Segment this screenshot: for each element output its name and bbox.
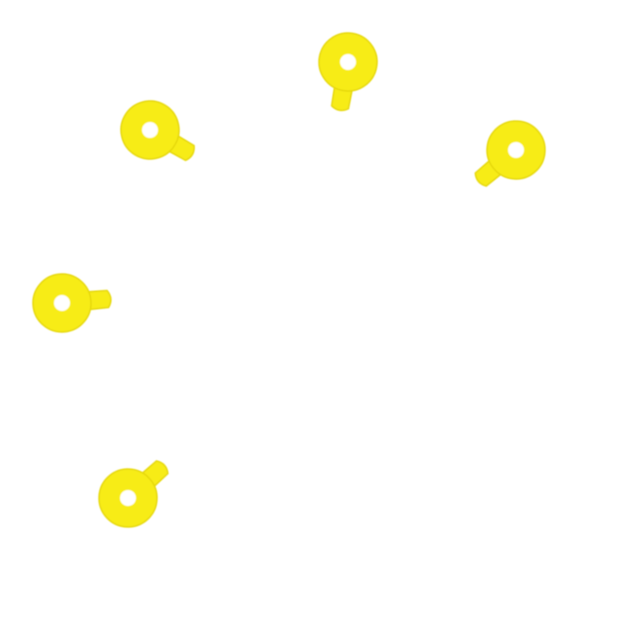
- pins-group: [32, 32, 546, 528]
- location-pin-icon-hole: [54, 295, 70, 311]
- pin-left: [32, 273, 112, 333]
- pin-upper-right: [474, 120, 546, 187]
- location-pin-icon-hole: [120, 490, 136, 506]
- pin-lower-left: [98, 460, 169, 528]
- pin-upper-left: [120, 100, 195, 162]
- location-pin-icon-hole: [340, 54, 356, 70]
- location-pin-icon-hole: [142, 122, 158, 138]
- pin-top: [318, 32, 378, 112]
- location-pin-icon-hole: [508, 142, 524, 158]
